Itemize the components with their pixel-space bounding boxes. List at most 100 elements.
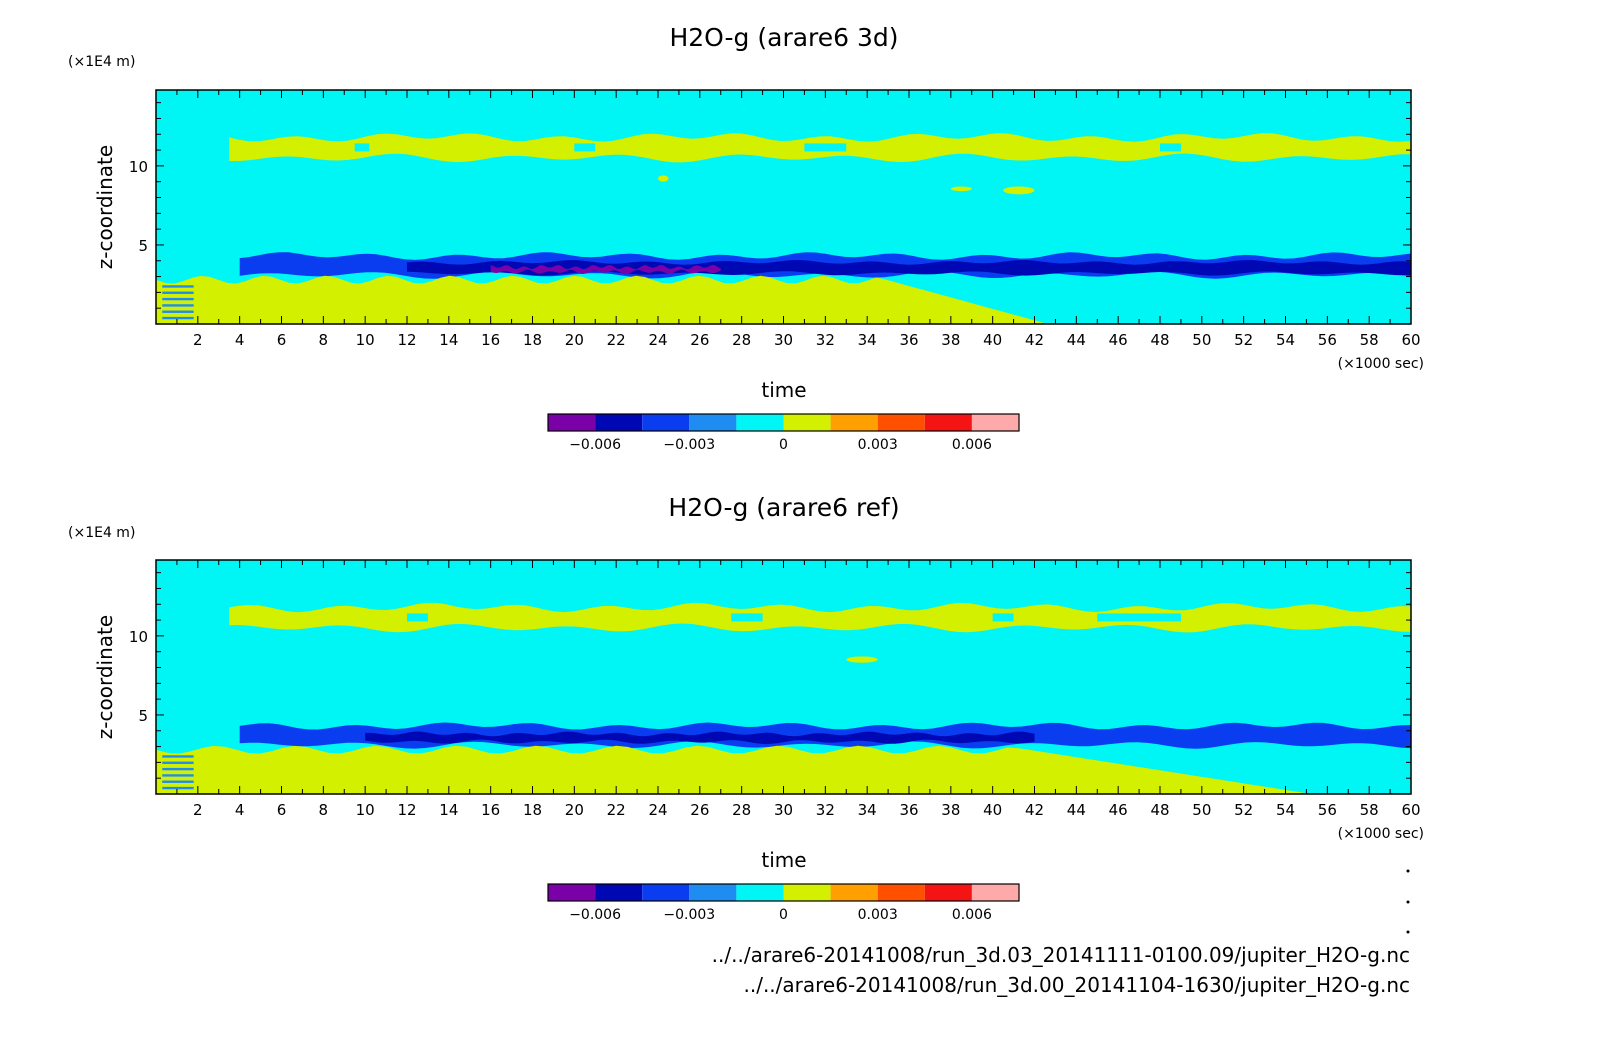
x-tick-label: 30 <box>774 331 793 349</box>
contour-stripe <box>162 310 194 313</box>
colorbar-swatch <box>736 414 784 431</box>
x-tick-label: 8 <box>319 801 329 819</box>
colorbar-label: −0.003 <box>663 437 715 453</box>
contour-region <box>156 745 1307 794</box>
colorbar-swatch <box>971 414 1019 431</box>
colorbar-swatch <box>595 884 643 901</box>
x-tick-label: 38 <box>941 331 960 349</box>
colorbar-swatch <box>736 884 784 901</box>
x-tick-label: 4 <box>235 331 245 349</box>
colorbar-swatch <box>642 414 690 431</box>
colorbar-label: 0.003 <box>858 437 898 453</box>
colorbar-label: −0.006 <box>569 437 621 453</box>
x-tick-label: 14 <box>439 331 458 349</box>
x-tick-label: 20 <box>565 801 584 819</box>
x-unit-label: (×1000 sec) <box>1338 356 1424 372</box>
contour-patch <box>658 175 669 182</box>
plot-area: 2 4 6 8 10 12 14 16 18 20 22 24 26 28 30 32 34 36 38 40 42 44… <box>129 559 1421 819</box>
colorbar-label: −0.003 <box>663 907 715 923</box>
x-tick-label: 50 <box>1192 801 1211 819</box>
contour-region <box>490 264 721 274</box>
y-unit-label: (×1E4 m) <box>68 54 135 70</box>
contour-region <box>229 602 1411 633</box>
x-tick-label: 44 <box>1067 331 1086 349</box>
x-tick-label: 10 <box>356 331 375 349</box>
colorbar-swatch <box>830 884 878 901</box>
x-tick-label: 46 <box>1109 331 1128 349</box>
contour-gap <box>407 613 428 622</box>
colorbar-label: −0.006 <box>569 907 621 923</box>
y-unit-label: (×1E4 m) <box>68 525 135 541</box>
x-tick-label: 22 <box>607 801 626 819</box>
colorbar-swatch <box>924 884 972 901</box>
x-tick-label: 26 <box>690 801 709 819</box>
x-tick-label: 26 <box>690 331 709 349</box>
x-tick-label: 48 <box>1150 331 1169 349</box>
dot <box>1406 869 1410 873</box>
x-tick-label: 34 <box>858 801 877 819</box>
y-tick-label: 10 <box>129 158 148 176</box>
x-tick-label: 52 <box>1234 331 1253 349</box>
contour-gap <box>354 143 370 152</box>
colorbar-swatch <box>548 884 596 901</box>
x-tick-label: 42 <box>1025 331 1044 349</box>
x-tick-label: 28 <box>732 801 751 819</box>
x-tick-label: 24 <box>648 801 667 819</box>
x-tick-label: 54 <box>1276 331 1295 349</box>
contour-field <box>156 560 1411 794</box>
contour-stripe <box>162 304 194 307</box>
x-tick-label: 14 <box>439 801 458 819</box>
colorbar-swatch <box>642 884 690 901</box>
x-tick-label: 36 <box>899 801 918 819</box>
plot-area: 2 4 6 8 10 12 14 16 18 20 22 24 26 28 30 32 34 36 38 40 42 44… <box>129 89 1421 349</box>
x-tick-label: 50 <box>1192 331 1211 349</box>
contour-gap <box>804 143 847 152</box>
y-axis-title: z-coordinate <box>93 615 117 739</box>
x-tick-label: 60 <box>1401 801 1420 819</box>
y-tick-label: 10 <box>129 628 148 646</box>
contour-stripe <box>162 316 194 320</box>
x-tick-label: 8 <box>319 331 329 349</box>
contour-gap <box>1097 613 1181 622</box>
x-tick-label: 56 <box>1318 801 1337 819</box>
x-tick-label: 30 <box>774 801 793 819</box>
x-tick-label: 2 <box>193 331 203 349</box>
contour-region <box>407 260 1411 276</box>
colorbar-swatch <box>689 414 737 431</box>
colorbar-swatch <box>830 414 878 431</box>
panel-arare6-ref: H2O-g (arare6 ref) (×1E4 m) 2 4 6 8 10 12 14 16… <box>68 493 1424 923</box>
x-tick-label: 18 <box>523 331 542 349</box>
colorbar-label: 0.006 <box>952 907 992 923</box>
contour-patch <box>1003 186 1035 195</box>
colorbar-label: 0 <box>779 907 788 923</box>
colorbar-swatch <box>877 884 925 901</box>
contour-patch <box>950 186 972 192</box>
x-tick-label: 56 <box>1318 331 1337 349</box>
y-tick-label: 5 <box>138 707 148 725</box>
source-file-2: ../../arare6-20141008/run_3d.00_20141104… <box>743 973 1410 997</box>
colorbar-frame <box>547 883 1020 902</box>
colorbar-swatch <box>877 414 925 431</box>
x-tick-label: 20 <box>565 331 584 349</box>
x-tick-label: 18 <box>523 801 542 819</box>
colorbar-swatch <box>689 884 737 901</box>
source-file-1: ../../arare6-20141008/run_3d.03_20141111… <box>712 943 1410 967</box>
contour-gap <box>731 613 763 622</box>
x-tick-label: 6 <box>277 801 287 819</box>
y-tick-label: 5 <box>138 237 148 255</box>
x-tick-label: 42 <box>1025 801 1044 819</box>
contour-gap <box>1160 143 1181 152</box>
x-axis-title: time <box>761 848 806 872</box>
x-tick-label: 22 <box>607 331 626 349</box>
x-tick-label: 24 <box>648 331 667 349</box>
colorbar-swatch <box>924 414 972 431</box>
x-tick-label: 4 <box>235 801 245 819</box>
x-tick-label: 60 <box>1401 331 1420 349</box>
x-tick-label: 54 <box>1276 801 1295 819</box>
contour-region <box>156 275 1045 324</box>
colorbar-swatch <box>783 414 831 431</box>
colorbar: −0.006 −0.003 0 0.003 0.006 <box>547 413 1020 453</box>
x-tick-label: 52 <box>1234 801 1253 819</box>
contour-region <box>365 731 1035 745</box>
